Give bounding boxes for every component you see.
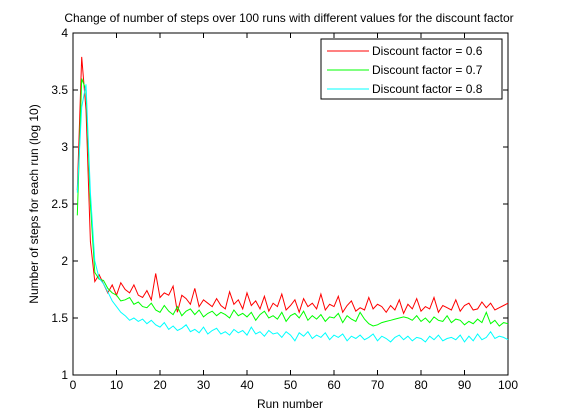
y-tick-label: 1 (61, 368, 68, 382)
legend-label-0.8: Discount factor = 0.8 (372, 82, 483, 96)
series-line-2 (76, 84, 509, 343)
y-tick-label: 2.5 (51, 197, 68, 211)
series-lines (76, 56, 509, 343)
chart-title: Change of number of steps over 100 runs … (64, 11, 513, 25)
x-tick-label: 20 (153, 378, 167, 392)
x-tick-label: 90 (458, 378, 472, 392)
x-tick-label: 0 (70, 378, 77, 392)
x-axis-title: Run number (257, 397, 323, 411)
legend: Discount factor = 0.6 Discount factor = … (320, 38, 503, 100)
x-tick-label: 50 (284, 378, 298, 392)
x-tick-label: 70 (371, 378, 385, 392)
x-tick-label: 100 (498, 378, 518, 392)
y-axis-title: Number of steps for each run (log 10) (27, 104, 41, 303)
x-tick-label: 60 (327, 378, 341, 392)
axis-ticks: 0 10 20 30 40 50 60 70 80 90 100 1 1.5 2 2.5 3 3.5 4 (51, 26, 518, 392)
x-tick-label: 30 (197, 378, 211, 392)
y-tick-label: 4 (61, 26, 68, 40)
y-tick-label: 2 (61, 254, 68, 268)
legend-label-0.7: Discount factor = 0.7 (372, 63, 483, 77)
series-line-1 (76, 78, 509, 327)
x-tick-label: 40 (240, 378, 254, 392)
y-tick-label: 3 (61, 140, 68, 154)
series-line-0 (76, 56, 509, 315)
y-tick-label: 3.5 (51, 83, 68, 97)
y-tick-label: 1.5 (51, 311, 68, 325)
x-tick-label: 10 (110, 378, 124, 392)
x-tick-label: 80 (414, 378, 428, 392)
legend-label-0.6: Discount factor = 0.6 (372, 44, 483, 58)
